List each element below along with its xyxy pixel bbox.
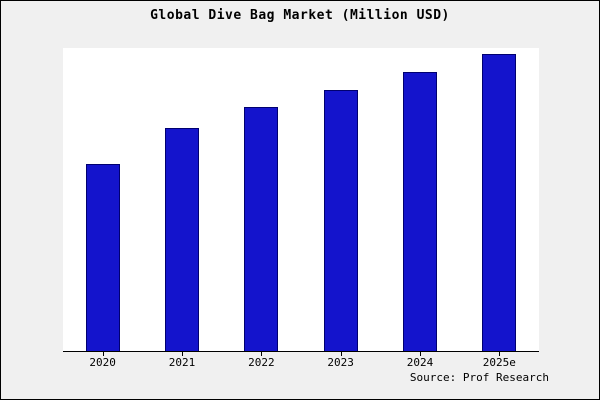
- x-axis-label-2025e: 2025e: [482, 356, 516, 369]
- bar-2022: [244, 107, 279, 351]
- bar-2025e: [482, 53, 517, 351]
- source-text: Source: Prof Research: [409, 371, 549, 384]
- x-axis-tick: [499, 352, 501, 356]
- bar-2021: [165, 128, 199, 351]
- plot-area: [63, 48, 539, 356]
- x-axis-tick: [261, 352, 263, 356]
- x-axis-tick: [420, 352, 421, 356]
- bar-2023: [323, 89, 358, 351]
- x-axis-label-2024: 2024: [406, 356, 434, 369]
- x-axis-tick: [102, 352, 104, 356]
- chart-title: Global Dive Bag Market (Million USD): [150, 8, 450, 23]
- x-axis-label-2023: 2023: [327, 356, 354, 369]
- x-axis-labels: 2020 2021 2022 2023 2024 2025e: [63, 356, 539, 372]
- x-axis-label-2021: 2021: [168, 356, 196, 369]
- x-axis-label-2020: 2020: [89, 356, 116, 369]
- bar-2024: [403, 71, 437, 351]
- x-axis-label-2022: 2022: [248, 356, 275, 369]
- x-axis-tick: [340, 352, 342, 356]
- bar-2020: [85, 163, 120, 351]
- x-axis-tick: [182, 352, 183, 356]
